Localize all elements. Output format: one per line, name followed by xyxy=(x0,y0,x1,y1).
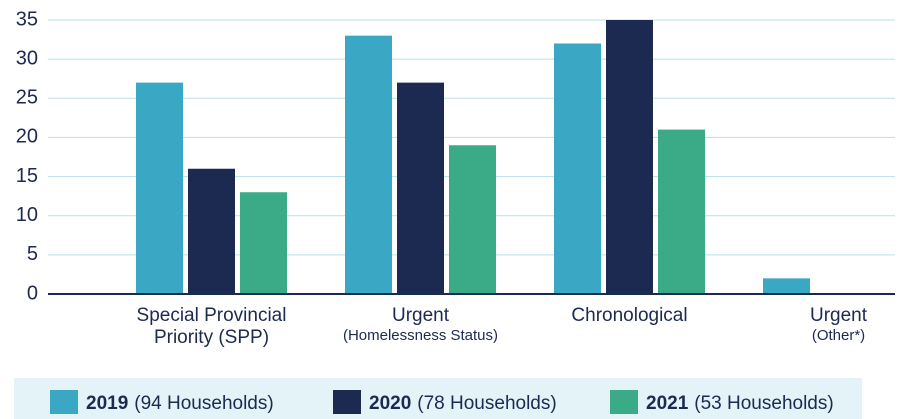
y-tick-label: 0 xyxy=(27,282,38,304)
legend-swatch xyxy=(610,390,638,414)
bar xyxy=(136,82,183,294)
x-tick-label: Urgent xyxy=(810,305,868,326)
legend-background xyxy=(14,378,862,419)
x-tick-label: (Homelessness Status) xyxy=(343,327,498,344)
bar xyxy=(763,278,810,294)
bar xyxy=(658,129,705,294)
x-tick-label: Urgent xyxy=(392,305,450,326)
legend-year: 2021 xyxy=(646,393,689,414)
legend-note: (78 Households) xyxy=(417,393,556,414)
y-tick-label: 30 xyxy=(16,47,38,69)
bar xyxy=(345,35,392,295)
legend-swatch xyxy=(50,390,78,414)
y-tick-label: 15 xyxy=(16,165,38,187)
y-tick-label: 35 xyxy=(16,8,38,30)
bar xyxy=(554,43,601,294)
bar xyxy=(240,192,287,294)
legend-note: (94 Households) xyxy=(134,393,273,414)
x-tick-label: (Other*) xyxy=(812,327,865,344)
y-tick-label: 10 xyxy=(16,204,38,226)
legend-note: (53 Households) xyxy=(694,393,833,414)
y-tick-label: 25 xyxy=(16,87,38,109)
legend-label: 2021 (53 Households) xyxy=(646,393,834,414)
x-tick-label: Chronological xyxy=(571,305,687,326)
legend-swatch xyxy=(333,390,361,414)
x-tick-label: Priority (SPP) xyxy=(154,327,269,348)
bar xyxy=(188,168,235,294)
bar xyxy=(606,20,653,294)
legend-label: 2019 (94 Households) xyxy=(86,393,274,414)
x-tick-label: Special Provincial xyxy=(137,305,287,326)
legend-label: 2020 (78 Households) xyxy=(369,393,557,414)
y-tick-label: 5 xyxy=(27,243,38,265)
bar xyxy=(397,82,444,294)
legend-year: 2020 xyxy=(369,393,411,414)
bar xyxy=(449,145,496,294)
y-tick-label: 20 xyxy=(16,126,38,148)
legend-year: 2019 xyxy=(86,393,128,414)
